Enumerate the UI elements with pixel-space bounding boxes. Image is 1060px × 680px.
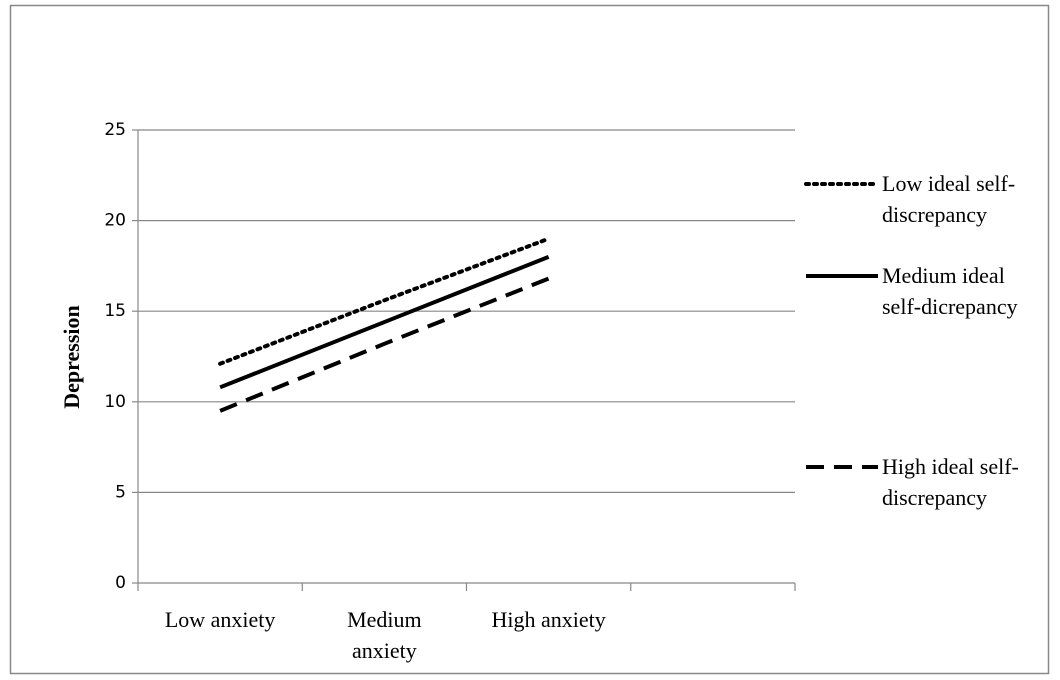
legend-label: Medium ideal self-dicrepancy [882, 263, 1018, 319]
x-tick-label: Low anxiety [164, 607, 276, 632]
chart-border [9, 4, 1050, 675]
x-tick-label: Medium anxiety [347, 607, 422, 663]
y-tick-label: 0 [115, 573, 126, 593]
y-axis-label: Depression [59, 305, 84, 409]
x-tick-label: High anxiety [491, 607, 606, 632]
y-tick-label: 5 [115, 482, 126, 502]
y-tick-label: 10 [104, 392, 126, 412]
series-line [219, 276, 550, 413]
y-tick-label: 25 [104, 120, 126, 140]
legend-label: Low ideal self-discrepancy [882, 171, 1016, 227]
y-tick-label: 20 [104, 211, 126, 231]
y-tick-label: 15 [104, 301, 126, 321]
series-line [219, 254, 550, 390]
legend-label: High ideal self-discrepancy [882, 454, 1019, 510]
series-line [218, 236, 551, 366]
